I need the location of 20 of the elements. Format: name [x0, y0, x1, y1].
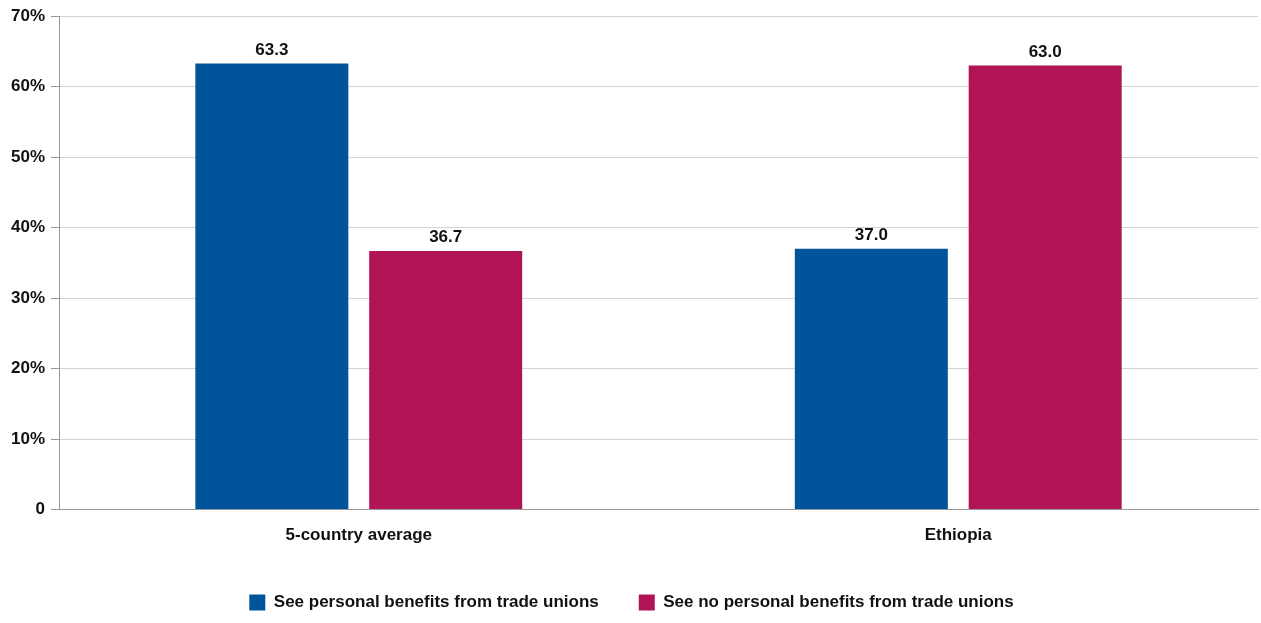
x-tick-label: Ethiopia	[924, 525, 993, 545]
y-tick-label: 40%	[10, 217, 46, 237]
data-label: 63.0	[1028, 41, 1062, 61]
bar	[195, 63, 349, 510]
y-tick-label: 10%	[10, 428, 46, 448]
legend-label: See no personal benefits from trade unions	[663, 592, 1014, 612]
bar	[968, 65, 1122, 510]
y-tick-label: 0	[35, 499, 46, 519]
bar	[794, 248, 948, 510]
data-label: 63.3	[255, 39, 289, 59]
y-tick-label: 70%	[10, 5, 46, 25]
data-label: 37.0	[854, 224, 888, 244]
y-tick-label: 20%	[10, 358, 46, 378]
legend-label: See personal benefits from trade unions	[273, 592, 599, 612]
data-label: 36.7	[429, 227, 463, 247]
y-tick-label: 30%	[10, 287, 46, 307]
bar	[369, 250, 523, 510]
y-tick-label: 50%	[10, 146, 46, 166]
y-tick-label: 60%	[10, 76, 46, 96]
x-tick-label: 5-country average	[285, 525, 432, 545]
